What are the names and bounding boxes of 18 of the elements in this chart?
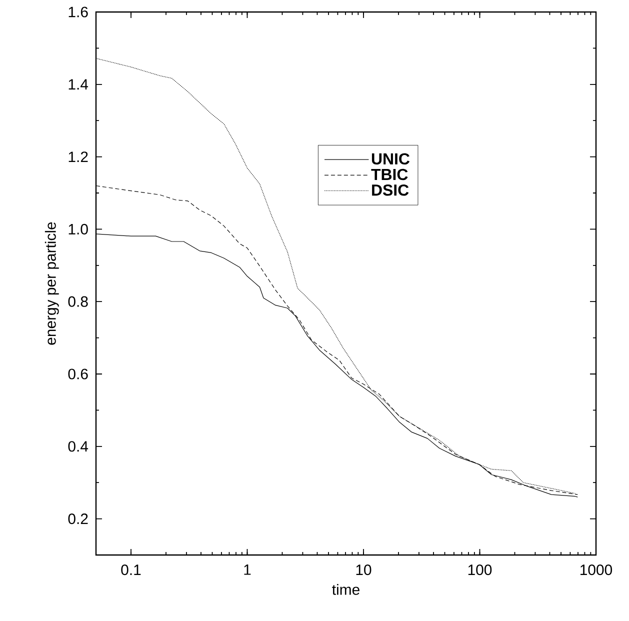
y-tick-label: 1.2 xyxy=(68,152,88,162)
x-tick-label: 0.1 xyxy=(121,564,141,576)
x-axis-title: time xyxy=(332,584,360,595)
legend-label: UNIC xyxy=(372,153,410,165)
legend-label: DSIC xyxy=(372,184,409,196)
x-tick-label: 100 xyxy=(468,564,492,576)
x-tick-label: 1000 xyxy=(580,564,612,576)
y-tick-label: 1.4 xyxy=(68,79,88,90)
y-axis-title: energy per particle xyxy=(44,222,59,345)
y-tick-label: 0.8 xyxy=(68,296,88,307)
y-tick-label: 1.6 xyxy=(68,6,88,18)
x-tick-label: 1 xyxy=(244,564,251,575)
y-tick-label: 1.0 xyxy=(68,224,88,234)
y-tick-label: 0.2 xyxy=(68,514,88,524)
y-tick-label: 0.6 xyxy=(68,368,88,380)
legend-label: TBIC xyxy=(371,168,408,180)
x-tick-label: 10 xyxy=(356,564,372,576)
y-tick-label: 0.4 xyxy=(68,441,88,452)
